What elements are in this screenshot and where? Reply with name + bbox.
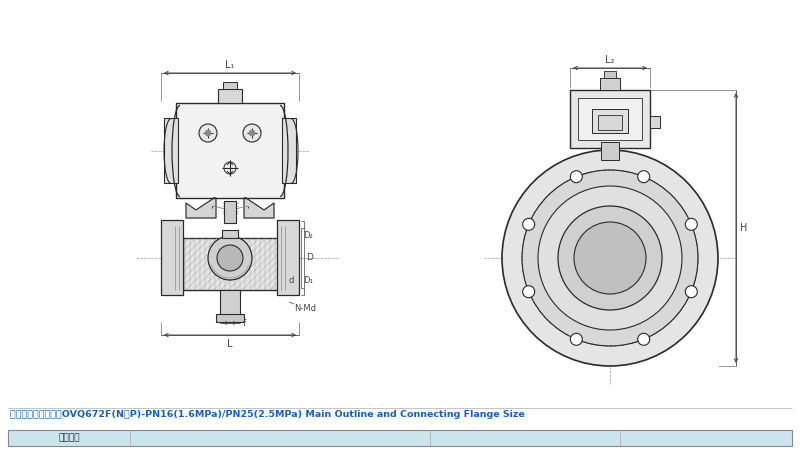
Circle shape [502,150,718,366]
Bar [604,71,616,78]
Bar [570,90,650,148]
Bar [650,116,660,128]
Circle shape [522,219,534,230]
Circle shape [522,285,534,298]
Bar [592,109,628,133]
Circle shape [558,206,662,310]
Circle shape [538,186,682,330]
Circle shape [570,333,582,345]
Text: D₁: D₁ [303,276,313,285]
Bar [8,430,792,446]
Bar [601,142,619,160]
Text: L: L [227,339,233,349]
Bar [220,290,240,318]
Circle shape [217,245,243,271]
Bar [161,220,183,295]
Circle shape [208,236,252,280]
Circle shape [199,124,217,142]
Circle shape [249,130,255,136]
Bar [216,314,244,322]
Circle shape [205,130,211,136]
Bar [282,118,296,183]
Bar [164,118,178,183]
Circle shape [570,171,582,183]
Bar [277,220,299,295]
Text: H: H [740,223,747,233]
Circle shape [574,222,646,294]
Text: 主要外形及连接尺寸OVQ672F(N、P)-PN16(1.6MPa)/PN25(2.5MPa) Main Outline and Connecting Flan: 主要外形及连接尺寸OVQ672F(N、P)-PN16(1.6MPa)/PN25(… [10,410,525,419]
Circle shape [686,285,698,298]
Circle shape [686,219,698,230]
Bar [222,230,238,238]
Bar [598,115,622,130]
Circle shape [638,171,650,183]
Circle shape [638,333,650,345]
Bar [223,82,237,89]
Text: D₂: D₂ [303,231,313,240]
Bar [176,103,284,198]
Bar [600,78,620,90]
Bar [8,430,792,446]
Text: f: f [243,319,246,328]
Text: L₂: L₂ [606,55,614,65]
Circle shape [522,170,698,346]
Polygon shape [244,198,274,218]
Text: L₁: L₁ [226,60,234,70]
Text: d: d [289,276,294,285]
Bar [224,201,236,223]
Text: D: D [306,254,313,263]
Circle shape [243,124,261,142]
Text: 公称通径: 公称通径 [58,433,80,443]
Text: N-Md: N-Md [294,304,316,313]
Bar [578,98,642,140]
Bar [183,238,278,290]
Polygon shape [186,198,216,218]
Bar [218,89,242,103]
